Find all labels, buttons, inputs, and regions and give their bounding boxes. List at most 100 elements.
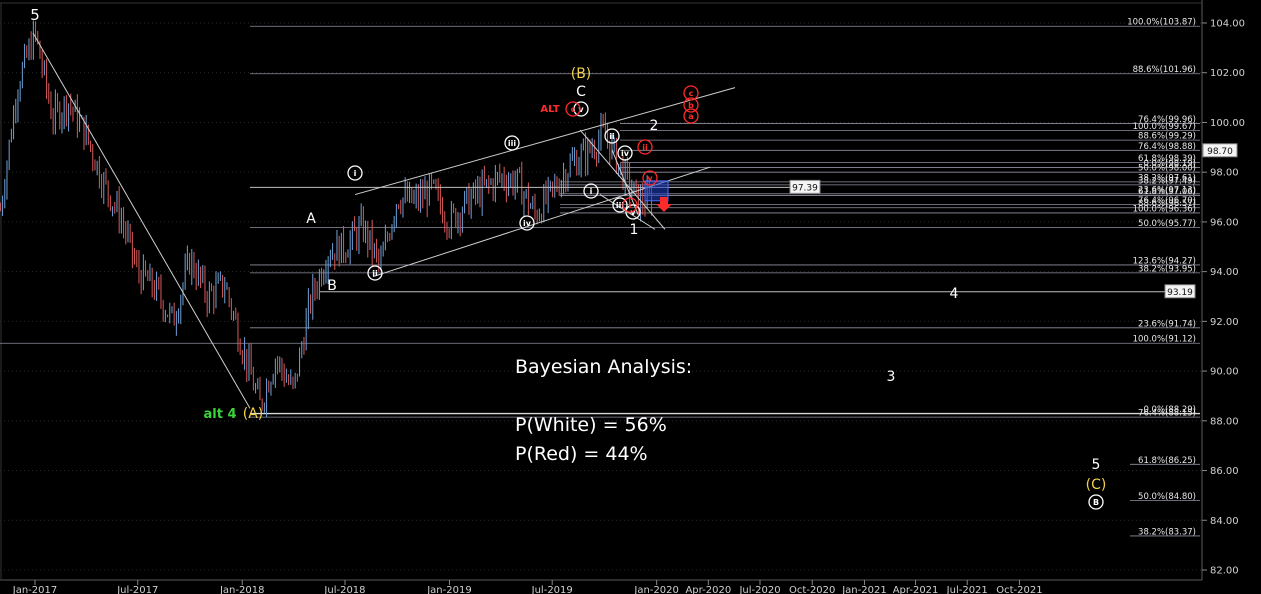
wave-iii-small-label: iii [616, 201, 624, 210]
bayesian-title: Bayesian Analysis: [515, 356, 692, 378]
red-down-arrow [656, 197, 672, 212]
fib-level-label: 0.0%(98.19) [1143, 159, 1196, 169]
x-tick-label: Jan-2021 [841, 585, 886, 594]
wave-a-trendline [32, 32, 251, 409]
wave-iii-small-label-circle [612, 197, 628, 213]
fib-level-label: 100.0%(96.36) [1133, 204, 1196, 214]
y-tick-label: 102.00 [1210, 68, 1245, 79]
x-tick-label: Jan-2018 [219, 585, 264, 594]
wave-5-label: 5 [1092, 457, 1101, 473]
fib-level-label: 61.8%(86.25) [1138, 456, 1196, 466]
current-price-tag-box [1202, 143, 1238, 158]
wave-ii-small-label-circle [604, 128, 620, 144]
wave-i-label-circle [347, 165, 363, 181]
wave-b-circled-label-circle [1088, 494, 1104, 510]
channel-upper-line [354, 87, 736, 196]
wave-v-small-label: v [630, 208, 636, 217]
x-tick-label: Jan-2017 [12, 585, 57, 594]
x-tick-label: Jan-2019 [426, 585, 471, 594]
y-tick-label: 104.00 [1210, 19, 1245, 30]
y-tick-label: 90.00 [1210, 367, 1239, 378]
fib-level-label: 88.6%(99.29) [1138, 132, 1196, 142]
wave-iv-small-label-circle [617, 145, 633, 161]
fib-level-label: 38.2%(97.61) [1138, 173, 1196, 183]
fib-level-label: 76.4%(96.70) [1138, 196, 1196, 206]
red-c-target-label: c [689, 89, 694, 98]
current-price-tag: 98.70 [1207, 147, 1233, 157]
y-tick-label: 94.00 [1210, 267, 1239, 278]
wave-c-major-label: (C) [1086, 477, 1107, 493]
fib-level-label: 76.4%(99.96) [1138, 115, 1196, 125]
red-b-target-label: b [688, 101, 694, 110]
wave-iv-label-circle [519, 215, 535, 231]
red-a-target-label-circle [683, 108, 699, 124]
y-tick-label: 84.00 [1210, 516, 1239, 527]
x-tick-label: Jul-2021 [946, 585, 988, 594]
wave-5-top-label: 5 [30, 6, 40, 24]
fib-level-label: 23.6%(91.74) [1138, 319, 1196, 329]
wave-b-major-label: (B) [571, 66, 592, 82]
p-red-text: P(Red) = 44% [515, 443, 648, 465]
red-c-target-label-circle [683, 85, 699, 101]
red-b-target-label-circle [683, 97, 699, 113]
fib-level-label: 88.6%(101.96) [1133, 65, 1196, 75]
fib-level-label: 38.2%(97.49) [1138, 176, 1196, 186]
wave-c-label: C [576, 84, 586, 100]
price-tag-93: 93.19 [1167, 288, 1193, 298]
wave-2-label: 2 [650, 118, 659, 134]
y-tick-label: 100.00 [1210, 118, 1245, 129]
wave-iv-small-label: iv [621, 149, 630, 158]
fib-level-label: 61.8%(97.06) [1138, 187, 1196, 197]
fib-level-label: 100.0%(91.12) [1133, 335, 1196, 345]
wave-i-small-label-circle [583, 183, 599, 199]
wave-a-major-label: (A) [243, 406, 264, 422]
wave-ii-label-circle [367, 265, 383, 281]
fib-level-label: 23.6%(97.13) [1138, 185, 1196, 195]
wave-1-label: 1 [630, 222, 639, 238]
red-a-target-label: a [688, 112, 693, 121]
x-tick-label: Jul-2019 [531, 585, 573, 594]
wave-ii-iv-line [611, 149, 639, 215]
x-tick-label: Jan-2020 [633, 585, 678, 594]
y-tick-label: 98.00 [1210, 168, 1239, 179]
x-tick-label: Oct-2020 [789, 585, 835, 594]
red-i-label-circle [622, 197, 638, 213]
red-c-label-circle [565, 101, 581, 117]
x-tick-label: Apr-2020 [685, 585, 731, 594]
red-ii-label-circle [637, 139, 653, 155]
price-tag-97-box [789, 179, 821, 194]
wave-iii-label: iii [508, 139, 516, 148]
fib-level-label: 0.0%(88.29) [1143, 405, 1196, 415]
red-c-label: c [571, 105, 576, 114]
wave-v-label: v [578, 105, 584, 114]
wave-i-small-label: i [590, 187, 593, 196]
wave-iv-label: iv [523, 219, 532, 228]
y-tick-label: 86.00 [1210, 466, 1239, 477]
fib-level-label: 100.0%(99.67) [1133, 122, 1196, 132]
x-tick-label: Apr-2021 [893, 585, 939, 594]
alt-4-label: alt 4 [203, 407, 236, 422]
wave-b-circled-label: B [1093, 498, 1099, 507]
fib-level-label: 100.0%(103.87) [1127, 18, 1196, 28]
y-tick-label: 82.00 [1210, 565, 1239, 576]
wave-3-label: 3 [887, 369, 896, 385]
price-tag-97: 97.39 [792, 183, 818, 193]
fib-level-label: 50.0%(98.00) [1138, 164, 1196, 174]
fib-level-label: 61.8%(98.39) [1138, 154, 1196, 164]
red-v-label-circle [642, 170, 658, 186]
wave-v-small-label-circle [625, 204, 641, 220]
wave-4-label: 4 [950, 286, 959, 302]
x-tick-label: Jul-2017 [116, 585, 158, 594]
fib-level-label: 38.2%(93.95) [1138, 264, 1196, 274]
wave-ii-small-label: ii [609, 132, 615, 141]
wave-v-label-circle [573, 101, 589, 117]
wave-b-label: B [327, 278, 337, 294]
p-white-text: P(White) = 56% [515, 414, 667, 436]
fib-level-label: 123.6%(94.27) [1133, 256, 1196, 266]
y-tick-label: 92.00 [1210, 317, 1239, 328]
x-tick-label: Oct-2021 [996, 585, 1042, 594]
wave-iii-label-circle [504, 135, 520, 151]
wave-ii-label: ii [372, 269, 378, 278]
